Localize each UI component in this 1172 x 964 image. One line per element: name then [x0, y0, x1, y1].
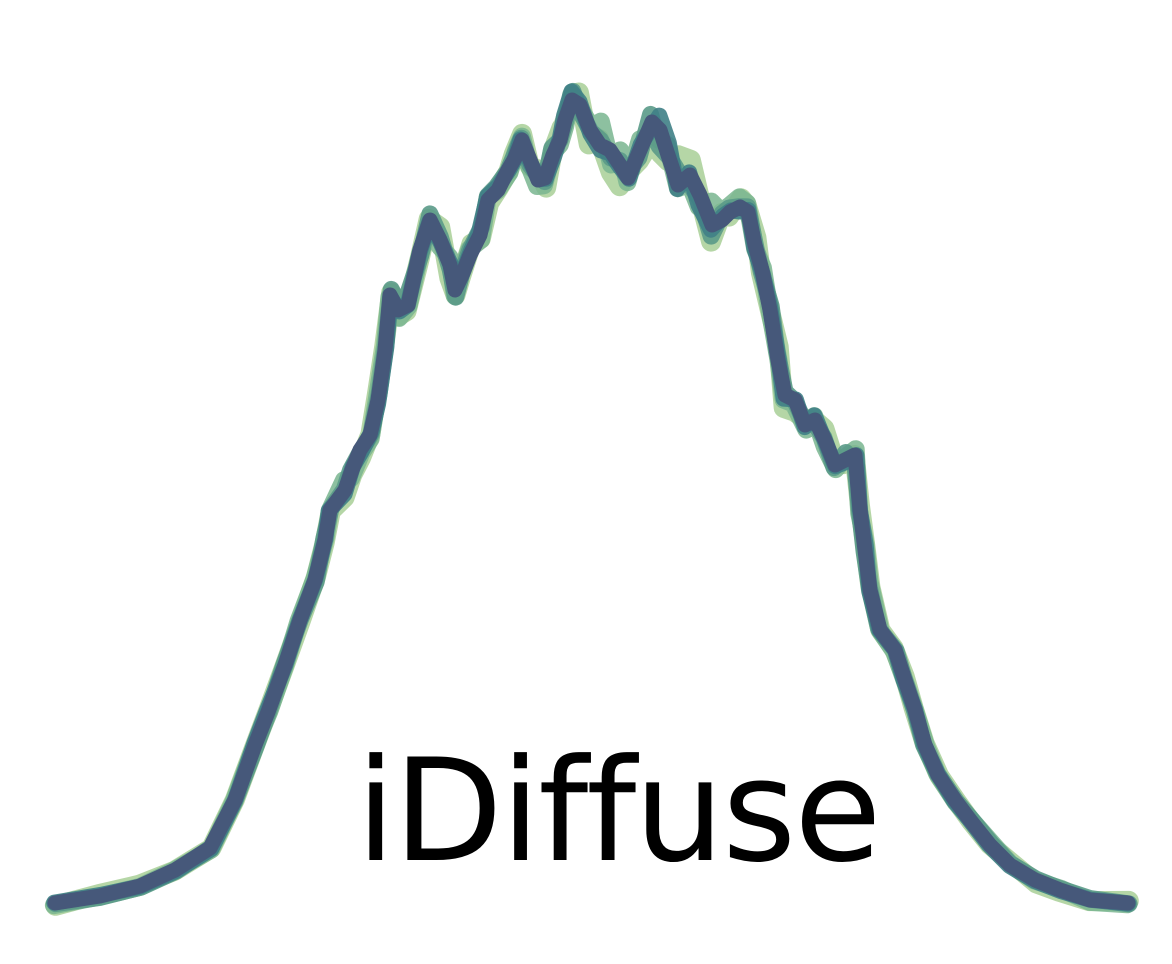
diffusion-curve-5 — [47, 92, 1136, 911]
wordmark: iDiffuse — [356, 729, 882, 894]
